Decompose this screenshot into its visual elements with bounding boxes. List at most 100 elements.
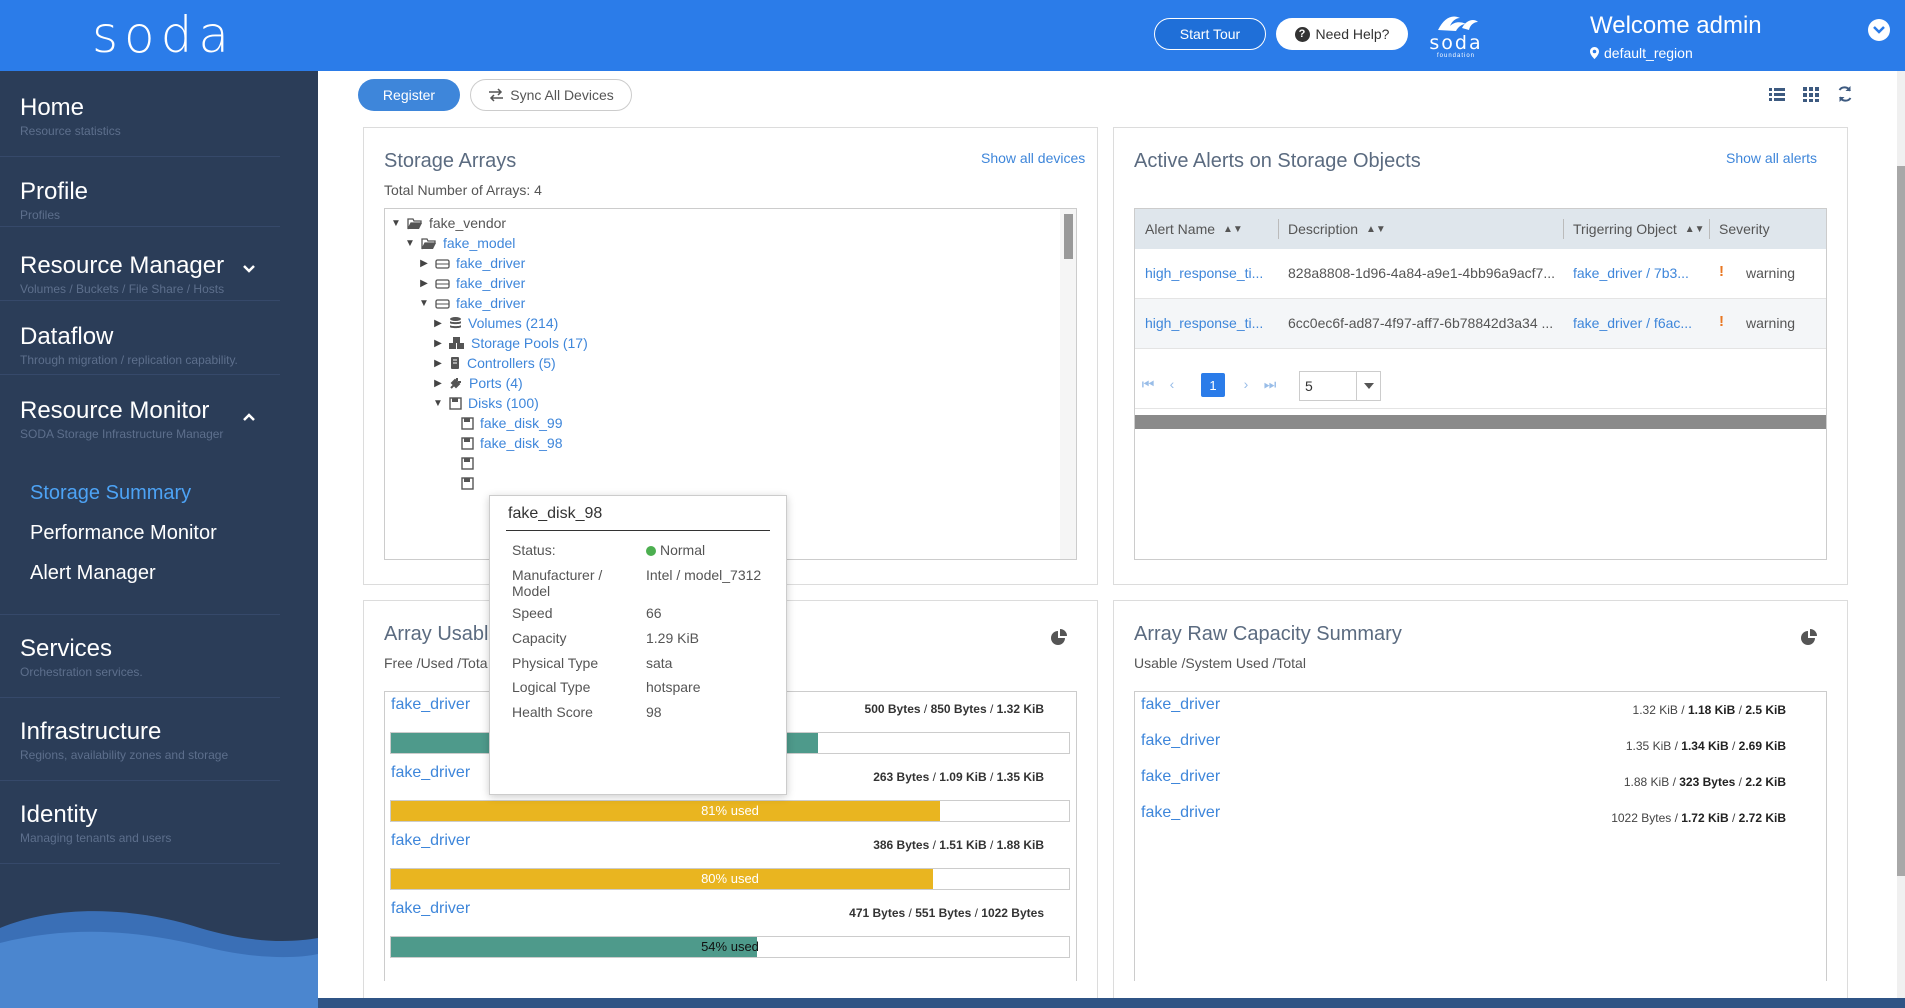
sidebar-item-infrastructure[interactable]: Infrastructure Regions, availability zon… [0, 698, 280, 781]
caret-right-icon[interactable]: ▶ [434, 357, 442, 369]
chevron-down-icon[interactable] [240, 260, 258, 278]
system-used-value: 1.34 KiB [1681, 739, 1729, 753]
panel-subtitle: Usable /System Used /Total [1134, 655, 1306, 671]
last-page-icon[interactable]: ⏭ [1263, 375, 1277, 392]
chevron-up-icon[interactable] [240, 408, 258, 426]
pie-chart-icon[interactable] [1800, 629, 1818, 647]
tree-node[interactable]: ▼ Disks (100) [433, 393, 539, 413]
free-value: 386 Bytes [873, 838, 930, 852]
caret-down-icon[interactable] [1356, 372, 1380, 400]
tree-scrollbar-thumb[interactable] [1064, 214, 1073, 259]
next-page-icon[interactable]: › [1243, 376, 1249, 392]
alert-name-cell[interactable]: high_response_ti... [1145, 315, 1264, 331]
column-description[interactable]: Description ▲▼ [1288, 221, 1386, 237]
tooltip-key: Capacity [512, 630, 567, 646]
table-row[interactable]: high_response_ti... 6cc0ec6f-ad87-4f97-a… [1135, 299, 1826, 349]
tree-node[interactable]: ▼ fake_model [405, 233, 515, 253]
sidebar-item-resource-monitor[interactable]: Resource Monitor SODA Storage Infrastruc… [0, 375, 280, 615]
sidebar-link-alert-manager[interactable]: Alert Manager [30, 562, 156, 584]
page-scrollbar-thumb[interactable] [1897, 166, 1905, 876]
tree-node[interactable]: ▶ fake_driver [419, 253, 525, 273]
tree-scrollbar[interactable] [1060, 209, 1076, 559]
user-menu-toggle[interactable] [1868, 19, 1890, 41]
floppy-icon [461, 416, 474, 430]
caret-down-icon[interactable]: ▼ [433, 397, 443, 409]
sidebar-link-storage-summary[interactable]: Storage Summary [30, 482, 192, 504]
floppy-icon [449, 396, 462, 410]
prev-page-icon[interactable]: ‹ [1169, 376, 1175, 392]
register-button[interactable]: Register [358, 79, 460, 111]
usable-value: 1022 Bytes [1611, 811, 1672, 825]
sidebar-link-performance-monitor[interactable]: Performance Monitor [30, 522, 217, 544]
device-tree: ▼ fake_vendor ▼ fake_model ▶ fake_driver ▶ f… [384, 208, 1077, 560]
caret-down-icon[interactable]: ▼ [405, 237, 415, 249]
sidebar-item-profile[interactable]: Profile Profiles [0, 157, 280, 227]
sidebar-item-home[interactable]: Home Resource statistics [0, 71, 280, 157]
start-tour-button[interactable]: Start Tour [1154, 18, 1266, 50]
tree-label: fake_disk_98 [480, 435, 563, 451]
page-number[interactable]: 1 [1201, 373, 1225, 397]
caret-down-icon[interactable]: ▼ [419, 297, 429, 309]
array-link[interactable]: fake_driver [391, 764, 471, 781]
caret-down-icon[interactable]: ▼ [391, 217, 401, 229]
object-cell[interactable]: fake_driver / 7b3... [1573, 265, 1689, 281]
capacity-values: 500 Bytes / 850 Bytes / 1.32 KiB [864, 702, 1044, 716]
usable-capacity-panel: Array Usabl Free /Used /Tota fake_driver… [363, 600, 1098, 1008]
tree-node[interactable]: fake_disk_98 [461, 433, 563, 453]
sidebar-item-services[interactable]: Services Orchestration services. [0, 615, 280, 698]
alert-name-cell[interactable]: high_response_ti... [1145, 265, 1264, 281]
tree-node[interactable]: ▶ Volumes (214) [433, 313, 558, 333]
caret-right-icon[interactable]: ▶ [434, 317, 442, 329]
table-row[interactable]: high_response_ti... 828a8808-1d96-4a84-a… [1135, 249, 1826, 299]
array-link[interactable]: fake_driver [391, 696, 471, 713]
tree-node[interactable] [461, 453, 474, 473]
show-all-alerts-link[interactable]: Show all alerts [1726, 150, 1818, 166]
list-view-icon[interactable] [1768, 85, 1786, 103]
tree-node[interactable]: ▼ fake_driver [419, 293, 525, 313]
tree-node[interactable]: ▼ fake_vendor [391, 213, 506, 233]
tree-label: fake_vendor [429, 215, 507, 231]
array-link[interactable]: fake_driver [1141, 768, 1221, 785]
top-bar: soda Start Tour ? Need Help? soda founda… [0, 0, 1905, 71]
caret-right-icon[interactable]: ▶ [434, 377, 442, 389]
array-link[interactable]: fake_driver [1141, 696, 1221, 713]
sidebar-item-resource-manager[interactable] [0, 227, 280, 301]
tree-node[interactable] [461, 473, 474, 493]
caret-right-icon[interactable]: ▶ [434, 337, 442, 349]
tree-node[interactable]: fake_disk_99 [461, 413, 563, 433]
pie-chart-icon[interactable] [1050, 629, 1068, 647]
sidebar-item-dataflow[interactable]: Dataflow Through migration / replication… [0, 301, 280, 375]
object-cell[interactable]: fake_driver / f6ac... [1573, 315, 1693, 331]
array-link[interactable]: fake_driver [1141, 804, 1221, 821]
column-alert-name[interactable]: Alert Name ▲▼ [1145, 221, 1243, 237]
need-help-button[interactable]: ? Need Help? [1276, 18, 1408, 50]
grid-view-icon[interactable] [1802, 85, 1820, 103]
refresh-icon[interactable] [1836, 85, 1854, 103]
tree-node[interactable]: ▶ fake_driver [419, 273, 525, 293]
sidebar-item-title: Services [20, 635, 113, 662]
raw-capacity-values: 1.35 KiB / 1.34 KiB / 2.69 KiB [1625, 739, 1786, 753]
array-link[interactable]: fake_driver [391, 832, 471, 849]
capacity-bar-label: 54% used [701, 939, 759, 954]
column-label: Alert Name [1145, 221, 1216, 237]
first-page-icon[interactable]: ⏮ [1141, 375, 1155, 392]
column-triggering-object[interactable]: Trigerring Object ▲▼ [1573, 221, 1705, 237]
description-cell: 828a8808-1d96-4a84-a9e1-4bb96a9acf7... [1288, 265, 1556, 281]
show-all-devices-link[interactable]: Show all devices [981, 150, 1086, 166]
sidebar-item-identity[interactable]: Identity Managing tenants and users [0, 781, 280, 864]
caret-right-icon[interactable]: ▶ [420, 257, 428, 269]
alerts-panel: Active Alerts on Storage Objects Show al… [1113, 127, 1848, 585]
tree-node[interactable]: ▶ Controllers (5) [433, 353, 556, 373]
sync-all-devices-button[interactable]: Sync All Devices [470, 79, 632, 111]
horizontal-scrollbar[interactable] [1135, 415, 1826, 429]
array-link[interactable]: fake_driver [391, 900, 471, 917]
page-size-select[interactable]: 5 [1299, 371, 1381, 401]
array-link[interactable]: fake_driver [1141, 732, 1221, 749]
panel-subtitle: Free /Used /Tota [384, 655, 488, 671]
tree-node[interactable]: ▶ Storage Pools (17) [433, 333, 588, 353]
soda-logo[interactable]: soda [92, 6, 236, 64]
page-scrollbar[interactable] [1897, 71, 1905, 1008]
tree-node[interactable]: ▶ Ports (4) [433, 373, 523, 393]
column-severity[interactable]: Severity [1719, 221, 1770, 237]
caret-right-icon[interactable]: ▶ [420, 277, 428, 289]
